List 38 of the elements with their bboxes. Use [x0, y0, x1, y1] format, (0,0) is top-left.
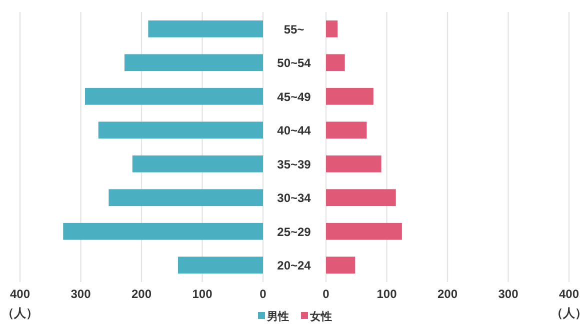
x-tick-label: 100 — [192, 287, 213, 301]
bar — [63, 222, 263, 240]
x-tick-label: 300 — [498, 287, 519, 301]
bar — [326, 155, 382, 172]
x-tick-label: 200 — [131, 287, 152, 301]
bar — [326, 189, 396, 206]
y-tick-label: 35~39 — [277, 157, 312, 172]
bar — [98, 122, 263, 139]
x-tick-label: 0 — [322, 287, 330, 301]
bar — [326, 256, 356, 274]
bar — [124, 54, 263, 72]
legend-label: 男性 — [266, 310, 289, 323]
bar — [326, 122, 367, 139]
y-tick-label: 20~24 — [277, 258, 312, 273]
y-tick-label: 50~54 — [277, 56, 312, 70]
bar — [326, 222, 402, 240]
x-tick-label: 100 — [376, 287, 398, 301]
legend-label: 女性 — [309, 310, 332, 323]
bar — [148, 20, 263, 38]
bar — [326, 20, 338, 38]
x-axis-title: （人） — [2, 306, 38, 320]
bar — [178, 256, 263, 274]
y-tick-label: 40~44 — [277, 124, 312, 138]
x-tick-label: 300 — [70, 287, 92, 301]
bar — [108, 189, 263, 206]
bar — [85, 88, 263, 105]
x-tick-label: 0 — [260, 287, 267, 301]
y-tick-label: 55~ — [284, 22, 304, 36]
y-tick-label: 45~49 — [277, 90, 312, 104]
bar — [132, 155, 263, 172]
x-tick-label: 400 — [558, 287, 580, 301]
y-tick-label: 30~34 — [277, 191, 312, 206]
bar — [326, 54, 345, 72]
x-tick-label: 400 — [10, 287, 30, 301]
x-axis-title: （人） — [551, 306, 586, 320]
bar — [326, 88, 374, 105]
x-tick-label: 200 — [437, 287, 458, 301]
y-tick-label: 25~29 — [277, 224, 312, 239]
